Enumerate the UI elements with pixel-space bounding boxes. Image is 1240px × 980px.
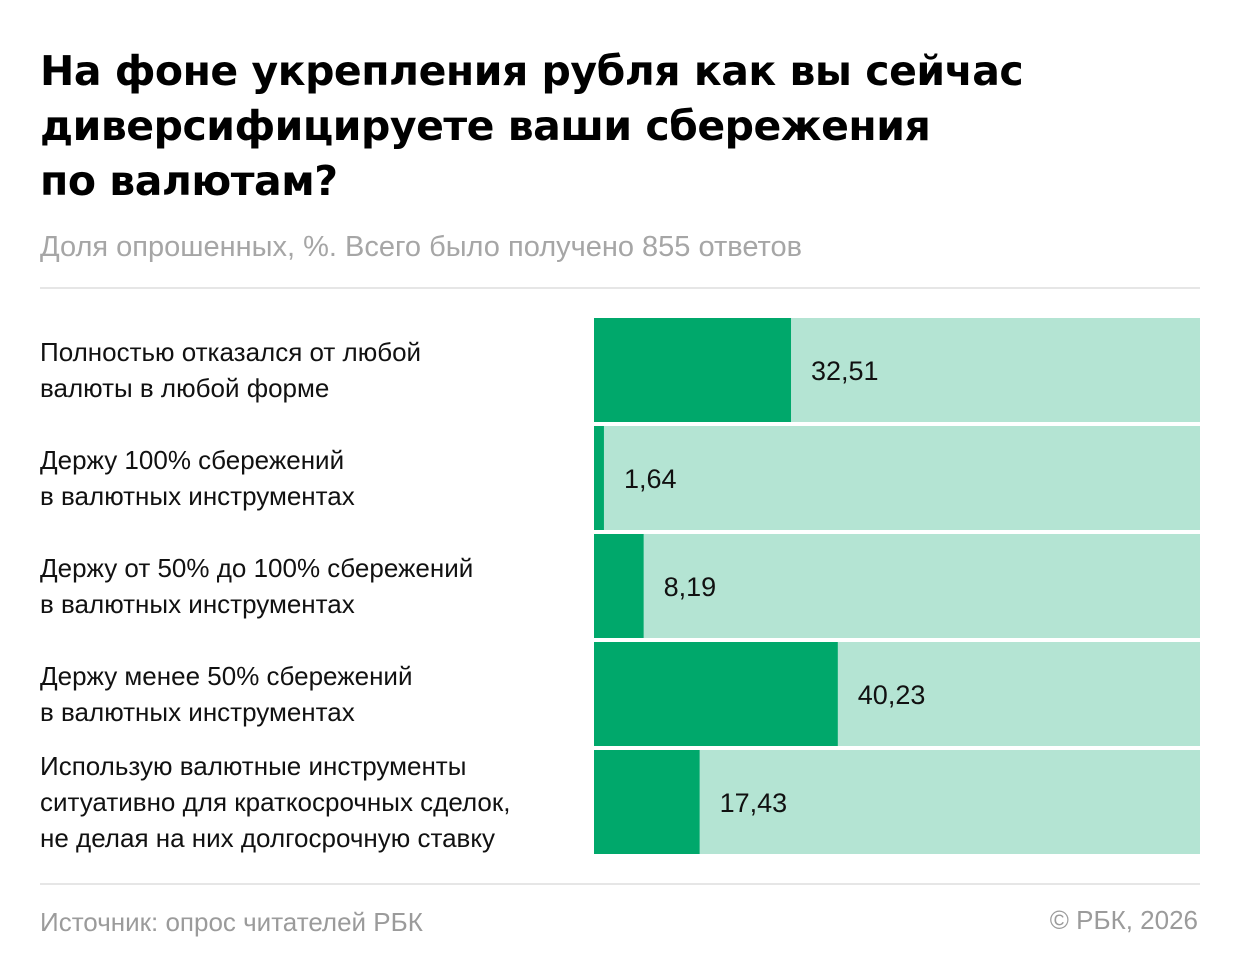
category-label: Полностью отказался от любой валюты в люб… <box>40 318 585 422</box>
copyright-note: © РБК, 2026 <box>1049 905 1198 935</box>
chart-title: На фоне укрепления рубля как вы сейчас ди… <box>40 44 1160 209</box>
bar <box>594 534 644 638</box>
category-label-line: не делая на них долгосрочную ставку <box>40 823 496 853</box>
category-label-line: в валютных инструментах <box>40 697 355 727</box>
top-divider <box>40 287 1200 289</box>
category-label: Держу менее 50% сбережений в валютных инс… <box>40 642 585 746</box>
category-label-line: в валютных инструментах <box>40 481 355 511</box>
chart-subtitle: Доля опрошенных, %. Всего было получено … <box>40 231 803 263</box>
bar-value-label: 17,43 <box>720 788 788 818</box>
bar-value-label: 40,23 <box>858 680 926 710</box>
category-label-line: ситуативно для краткосрочных сделок, <box>40 787 511 817</box>
bar-track <box>594 534 1200 638</box>
bar-value-label: 1,64 <box>624 464 677 494</box>
chart-title-line: по валютам? <box>40 157 338 205</box>
category-label-line: Использую валютные инструменты <box>40 751 467 781</box>
bar <box>594 750 700 854</box>
category-label-line: Полностью отказался от любой <box>40 337 422 367</box>
category-label: Держу от 50% до 100% сбережений в валютны… <box>40 534 585 638</box>
bar-track <box>594 426 1200 530</box>
category-label-line: Держу от 50% до 100% сбережений <box>40 553 474 583</box>
category-label-line: в валютных инструментах <box>40 589 355 619</box>
category-label-line: Держу менее 50% сбережений <box>40 661 413 691</box>
bar-value-label: 32,51 <box>811 356 879 386</box>
bottom-divider <box>40 883 1200 885</box>
bar <box>594 426 604 530</box>
category-label: Держу 100% сбережений в валютных инструме… <box>40 426 585 530</box>
chart-title-line: На фоне укрепления рубля как вы сейчас <box>40 47 1024 95</box>
bar <box>594 318 792 422</box>
category-label-line: Держу 100% сбережений <box>40 445 345 475</box>
category-label: Использую валютные инструменты ситуативно… <box>40 750 585 854</box>
chart-title-line: диверсифицируете ваши сбережения <box>40 102 931 150</box>
category-label-line: валюты в любой форме <box>40 373 330 403</box>
bar <box>594 642 838 746</box>
source-note: Источник: опрос читателей РБК <box>40 907 423 937</box>
bar-value-label: 8,19 <box>664 572 717 602</box>
